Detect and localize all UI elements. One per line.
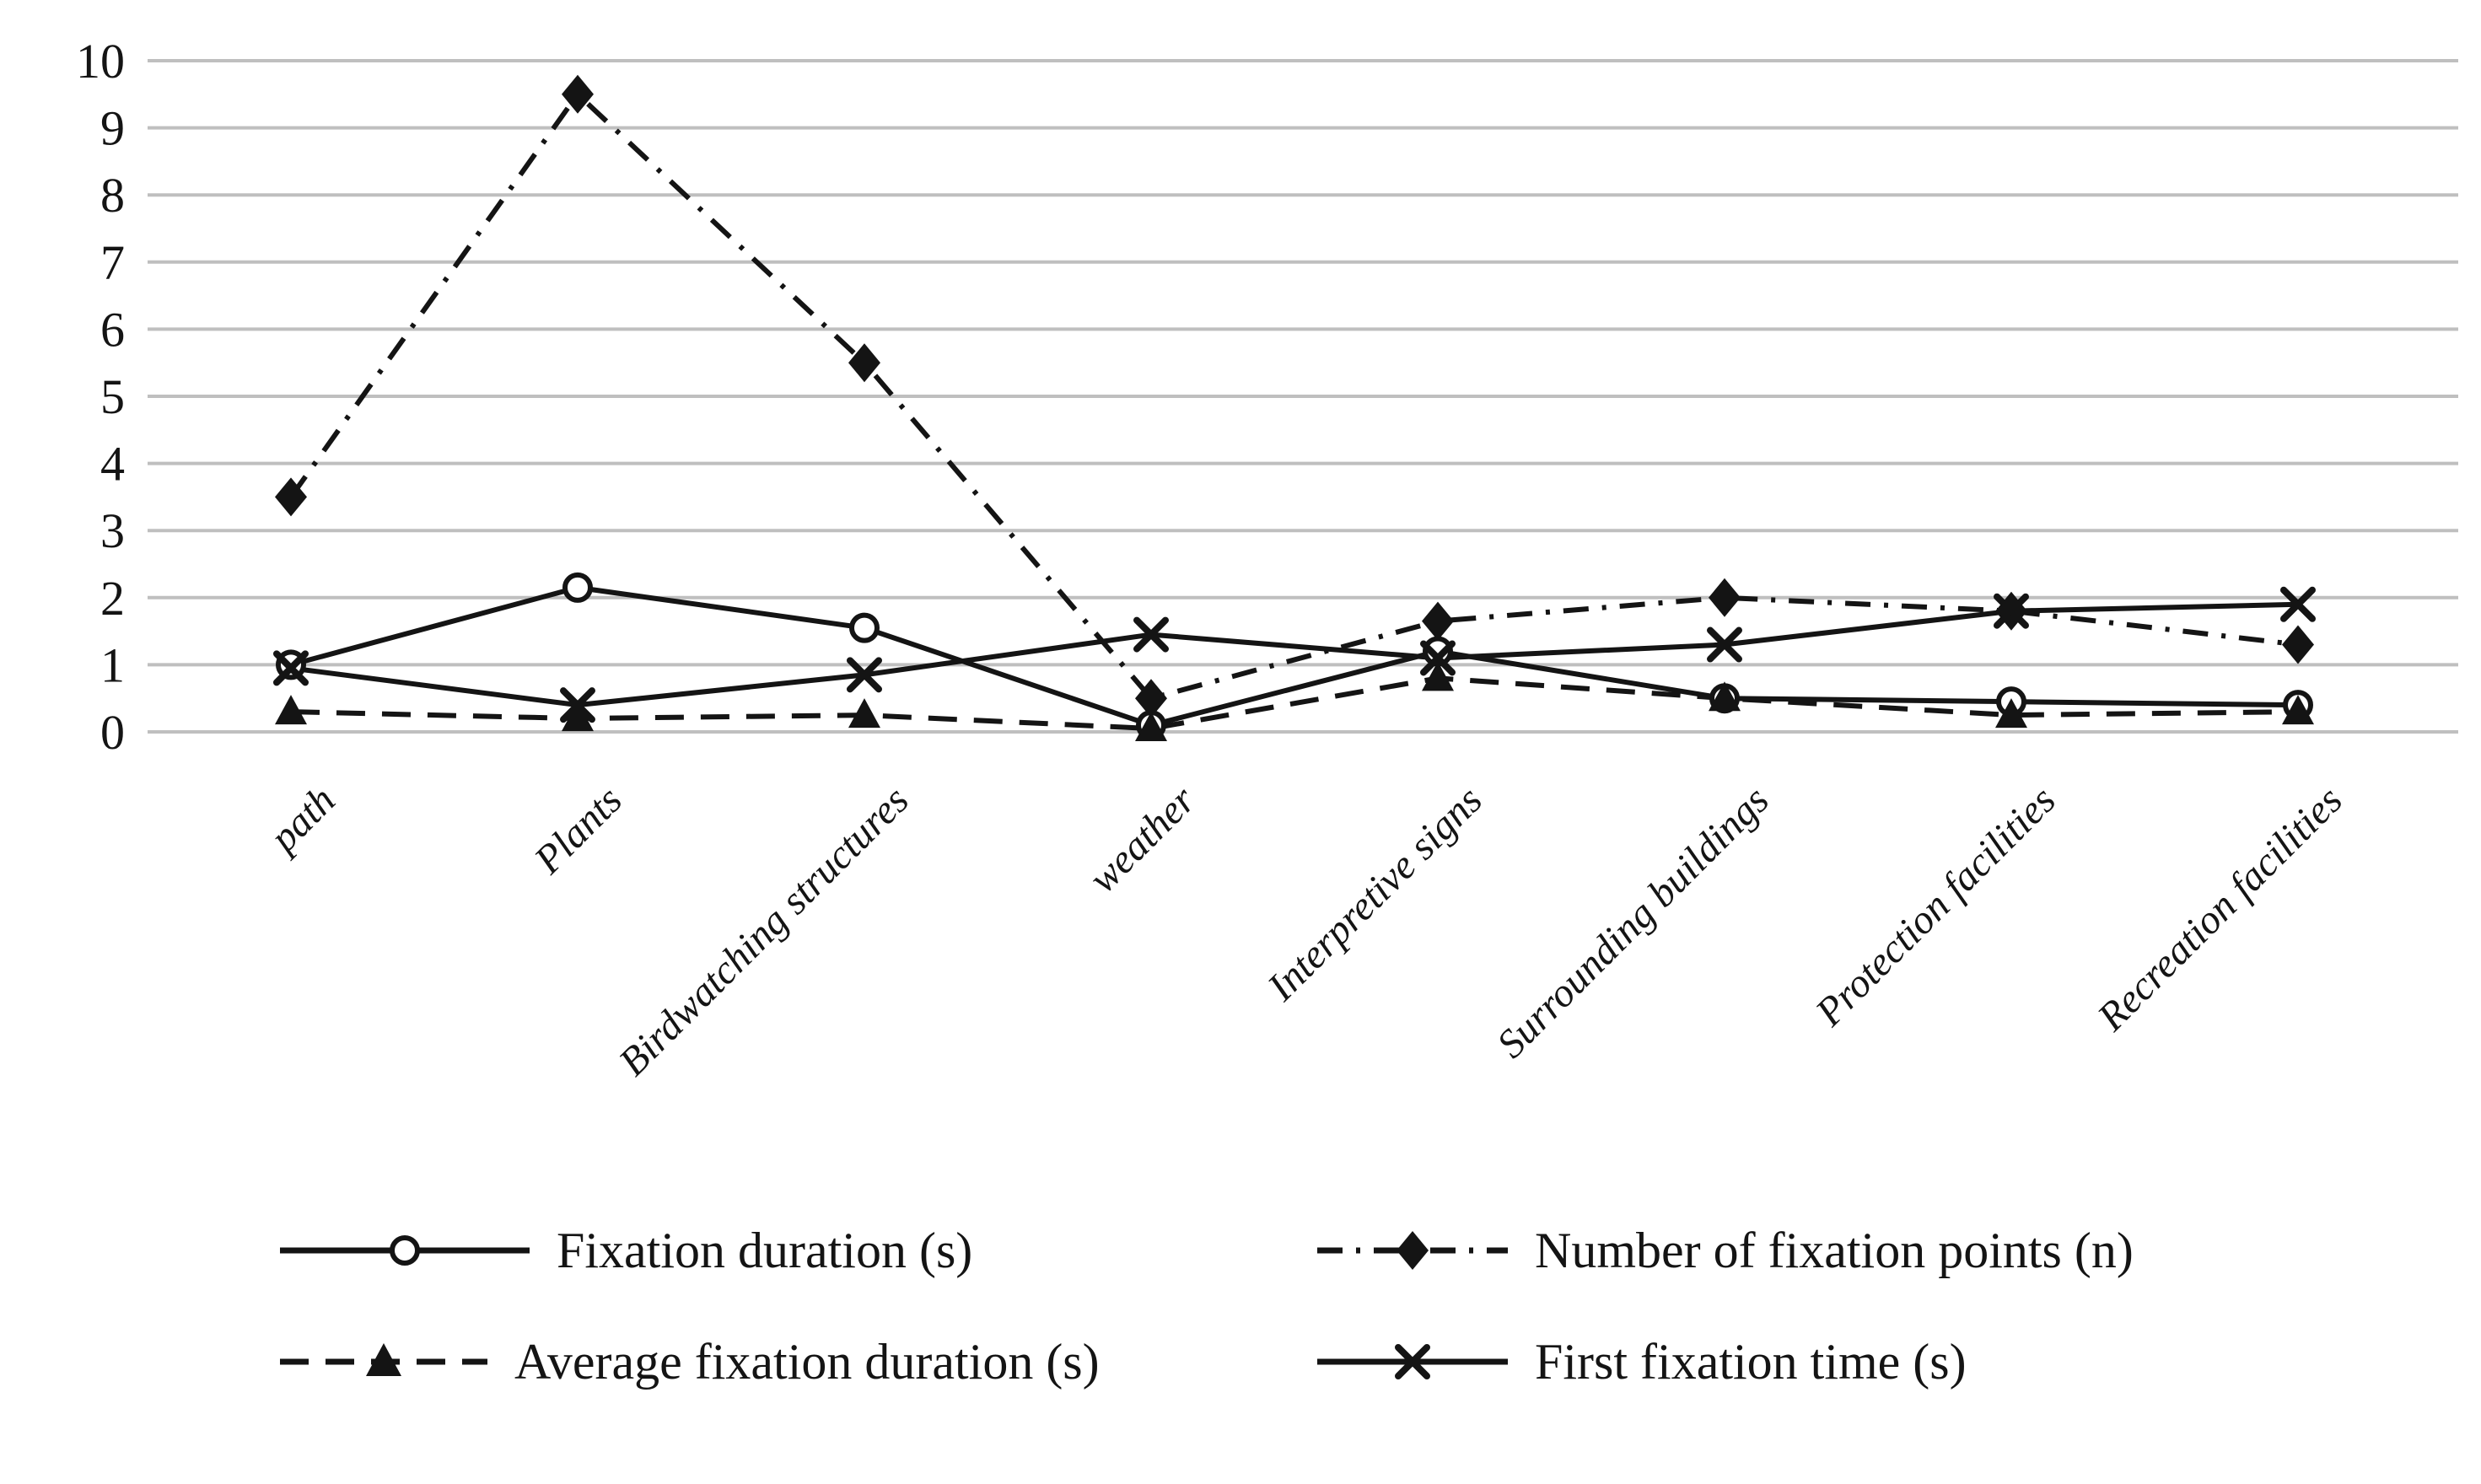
series-line-first-fixation-time [290,601,2299,708]
circle-marker-fixation-duration [562,572,593,603]
y-axis-tick-label: 9 [100,101,125,156]
x-axis-category-label: Interpretive signs [1258,777,1490,1009]
diamond-marker-number-of-fixation-points [2282,625,2314,664]
diamond-marker-number-of-fixation-points [848,343,880,383]
y-axis-tick-label: 10 [76,34,125,89]
dashed-line-triangle-marker-icon [280,1343,487,1376]
x-marker-first-fixation-time [847,657,882,693]
x-marker-first-fixation-time [273,650,309,686]
legend-item-first-fixation-time: First fixation time (s) [1316,1332,2134,1391]
y-axis-tick-label: 0 [100,705,125,760]
y-axis-tick-label: 2 [100,571,125,626]
legend-label: First fixation time (s) [1535,1333,1967,1390]
x-marker-first-fixation-time [1133,616,1169,653]
y-axis-tick-label: 5 [100,369,125,424]
triangle-marker-average-fixation-duration [1422,661,1454,691]
x-axis-category-label: weather [1080,777,1204,901]
y-axis-tick-label: 4 [100,437,125,492]
series-line-average-fixation-duration [290,675,2299,732]
y-axis-tick-label: 7 [100,235,125,290]
y-axis-tick-label: 6 [100,302,125,357]
x-marker-first-fixation-time [1707,626,1742,663]
y-axis-tick-label: 1 [100,637,125,692]
y-axis-tick-label: 8 [100,168,125,223]
solid-line-open-circle-marker-icon [280,1235,530,1266]
x-axis-category-label: Birdwatching structures [611,777,918,1084]
x-axis-category-label: Protection facilities [1806,777,2064,1035]
triangle-marker-average-fixation-duration [562,702,594,732]
y-axis-tick-label: 3 [100,503,125,558]
x-axis-category-label: path [260,777,344,862]
triangle-marker-average-fixation-duration [1709,681,1741,712]
diamond-marker-number-of-fixation-points [562,74,594,114]
triangle-marker-average-fixation-duration [2282,695,2314,725]
legend-item-average-fixation-duration: Average fixation duration (s) [278,1332,1316,1391]
triangle-marker-average-fixation-duration [1995,698,2027,729]
legend-label: Number of fixation points (n) [1535,1222,2134,1278]
x-marker-first-fixation-time [560,687,595,723]
triangle-marker-average-fixation-duration [275,695,307,725]
solid-line-x-marker-icon [1317,1344,1508,1379]
legend-label: Fixation duration (s) [557,1222,973,1278]
legend-label: Average fixation duration (s) [514,1333,1100,1390]
x-marker-first-fixation-time [2280,586,2316,622]
x-axis-category-label: Surrounding buildings [1488,777,1778,1067]
series-line-number-of-fixation-points [288,90,2299,702]
x-axis-category-label: Plants [525,777,631,883]
legend-item-fixation-duration: Fixation duration (s) [278,1221,1316,1280]
diamond-marker-number-of-fixation-points [1422,601,1454,641]
diamond-marker-number-of-fixation-points [1135,679,1167,718]
x-axis-category-label: Recreation facilities [2089,777,2351,1040]
triangle-marker-average-fixation-duration [1135,712,1167,742]
dash-dot-line-diamond-marker-icon [1317,1231,1508,1270]
diamond-marker-number-of-fixation-points [275,477,307,517]
legend-item-number-of-fixation-points: Number of fixation points (n) [1316,1221,2134,1280]
triangle-marker-average-fixation-duration [848,698,880,729]
series-line-fixation-duration [290,584,2299,729]
diamond-marker-number-of-fixation-points [1709,578,1741,617]
x-marker-first-fixation-time [1420,640,1456,676]
chart-legend: Fixation duration (s) Number of fixation… [278,1221,2134,1391]
circle-marker-fixation-duration [849,612,880,643]
x-marker-first-fixation-time [1994,593,2029,629]
